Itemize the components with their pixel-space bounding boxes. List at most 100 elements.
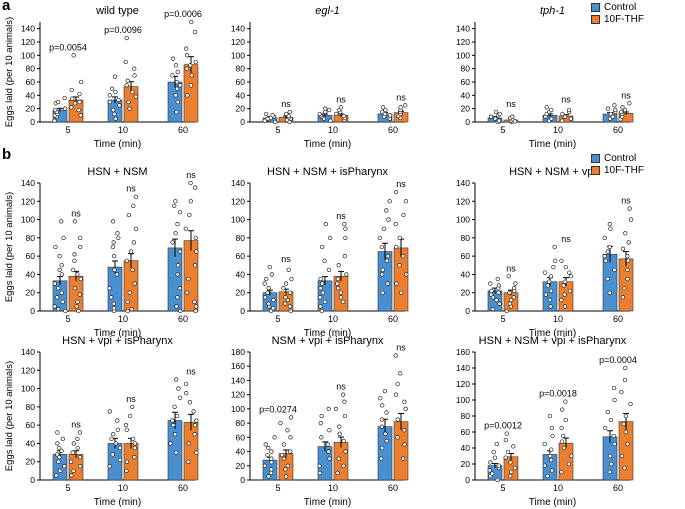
data-point	[328, 235, 333, 241]
y-tick-label: 60	[236, 77, 246, 87]
data-point	[117, 445, 123, 451]
data-point	[511, 444, 516, 449]
data-point	[270, 306, 276, 311]
data-point	[68, 459, 74, 464]
data-point	[607, 116, 613, 121]
data-point	[547, 453, 553, 459]
data-point	[628, 217, 634, 222]
data-point	[496, 118, 502, 123]
data-point	[78, 235, 83, 241]
data-point	[193, 185, 198, 190]
data-point	[194, 249, 199, 254]
data-point	[494, 297, 499, 303]
chart-panel-4: HSN + NSM + isPharynx 0 20 40 60 80 100 120 140 5…	[231, 166, 409, 339]
significance-label: ns	[186, 170, 196, 180]
x-tick-label: 60	[613, 314, 623, 324]
data-point	[495, 477, 500, 483]
data-point	[112, 111, 117, 117]
chart-title: wild type	[95, 5, 139, 17]
data-point	[172, 404, 177, 410]
data-point	[128, 249, 134, 254]
data-point	[563, 264, 569, 270]
y-tick-label: 80	[26, 233, 36, 243]
data-point	[107, 409, 112, 414]
data-point	[186, 276, 191, 282]
data-point	[562, 114, 568, 119]
data-point	[262, 295, 268, 300]
data-point	[566, 107, 572, 113]
data-point	[63, 106, 68, 111]
data-point	[54, 473, 59, 478]
data-point	[52, 107, 58, 113]
data-point	[269, 456, 274, 461]
data-point	[107, 93, 112, 98]
y-tick-label: 100	[231, 50, 245, 60]
data-point	[124, 258, 130, 263]
data-point	[333, 406, 339, 412]
data-point	[380, 109, 385, 115]
data-point	[170, 73, 175, 78]
data-point	[76, 107, 81, 113]
data-point	[132, 66, 137, 71]
y-tick-label: 0	[30, 306, 35, 316]
data-point	[561, 283, 566, 288]
data-point	[605, 106, 611, 111]
data-point	[111, 253, 117, 259]
y-tick-label: 80	[26, 64, 36, 74]
data-point	[511, 295, 516, 300]
chart-panel-2: tph-1 0 20 40 60 80 100 120 140 5 ns 10 ns 60 ns Time (…	[456, 5, 634, 150]
data-point	[623, 231, 628, 236]
data-point	[549, 107, 554, 113]
data-point	[401, 212, 406, 218]
y-tick-label: 20	[236, 461, 246, 471]
data-point	[56, 307, 61, 312]
data-point	[322, 258, 327, 263]
data-point	[335, 470, 340, 476]
data-point	[620, 105, 625, 110]
data-point	[177, 285, 182, 291]
data-point	[55, 452, 60, 457]
data-point	[270, 113, 275, 118]
data-point	[59, 448, 64, 453]
y-tick-label: 60	[236, 251, 246, 261]
data-point	[285, 463, 291, 468]
data-point	[268, 308, 274, 314]
data-point	[567, 288, 573, 294]
data-point	[504, 308, 509, 314]
data-point	[560, 433, 566, 439]
data-point	[70, 450, 75, 455]
y-axis-label: Eggs laid (per 10 animals)	[4, 192, 15, 302]
data-point	[509, 297, 514, 303]
data-point	[174, 413, 180, 419]
x-tick-label: 10	[118, 125, 128, 135]
data-point	[623, 413, 629, 419]
significance-label: ns	[506, 99, 516, 109]
data-point	[69, 87, 74, 93]
data-point	[72, 219, 78, 224]
data-point	[111, 301, 116, 306]
legend-swatch-treat-b	[591, 165, 600, 175]
data-point	[178, 308, 183, 314]
data-point	[76, 308, 81, 314]
data-point	[340, 299, 346, 305]
x-tick-label: 60	[388, 483, 398, 493]
data-point	[505, 449, 511, 455]
data-point	[395, 381, 400, 387]
data-point	[605, 409, 610, 415]
data-point	[319, 244, 325, 250]
data-point	[177, 249, 183, 254]
y-tick-label: 100	[21, 215, 35, 225]
y-tick-label: 20	[461, 288, 471, 298]
data-point	[549, 447, 554, 452]
significance-label: p=0.0012	[484, 421, 522, 431]
data-point	[184, 66, 189, 71]
data-point	[338, 295, 344, 300]
data-point	[341, 463, 346, 468]
y-tick-label: 120	[456, 379, 470, 389]
data-point	[54, 295, 60, 300]
data-point	[110, 219, 116, 224]
data-point	[625, 441, 630, 447]
data-point	[55, 430, 60, 435]
data-point	[173, 231, 178, 236]
data-point	[287, 304, 293, 309]
